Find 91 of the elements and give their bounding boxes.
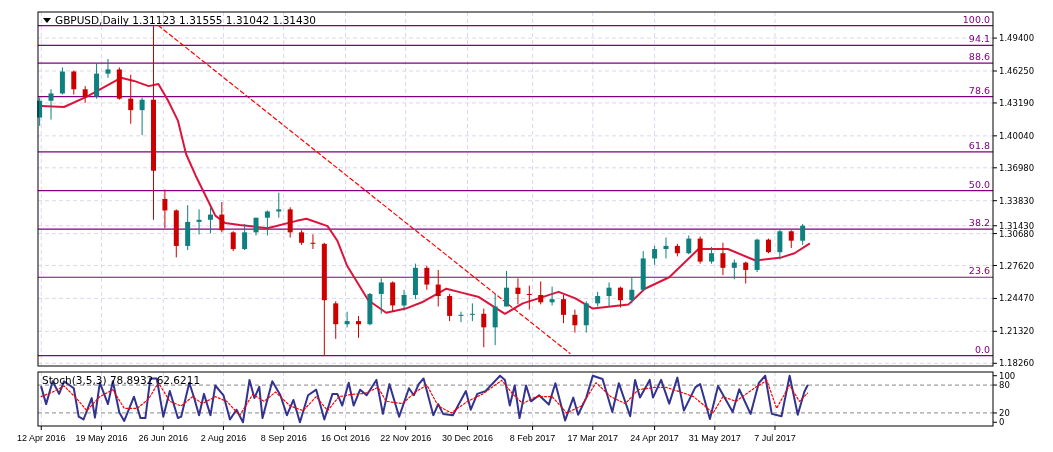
y-tick-label: 1.43190 xyxy=(999,97,1035,108)
x-tick-label: 2 Aug 2016 xyxy=(200,433,247,443)
candlestick xyxy=(617,286,623,309)
candlestick xyxy=(276,192,282,219)
candlestick xyxy=(128,74,134,125)
candlestick xyxy=(743,261,749,284)
candlestick xyxy=(435,269,441,307)
y-tick-label: 1.49400 xyxy=(999,33,1035,44)
annotation: 50.0 xyxy=(968,178,990,190)
candlestick xyxy=(549,286,555,306)
candlestick xyxy=(572,309,578,334)
candlestick xyxy=(481,308,487,348)
candlestick xyxy=(344,311,350,328)
candlestick xyxy=(515,277,521,305)
candlestick xyxy=(731,258,737,280)
candlestick xyxy=(697,236,703,265)
candlestick xyxy=(287,206,293,239)
candlestick xyxy=(207,206,213,234)
candlestick xyxy=(94,62,100,100)
candlestick xyxy=(333,300,339,340)
candlestick xyxy=(105,58,111,79)
y-tick-label: 80 xyxy=(999,380,1010,391)
y-tick-label: 1.30680 xyxy=(999,228,1035,239)
y-tick-label: 1.27620 xyxy=(999,260,1035,271)
candlestick xyxy=(583,300,589,334)
line-series xyxy=(40,374,809,424)
annotation: 38.2 xyxy=(968,217,990,229)
y-tick-label: 1.40040 xyxy=(999,130,1035,141)
candlestick xyxy=(356,315,361,339)
candlestick xyxy=(196,208,202,235)
x-tick-label: 19 May 2016 xyxy=(75,433,128,443)
x-tick-label: 12 Apr 2016 xyxy=(16,433,66,443)
candlestick xyxy=(48,88,54,121)
x-tick-label: 26 Jun 2016 xyxy=(138,433,189,443)
annotation: 100.0 xyxy=(962,13,990,25)
chart-title: Stoch(3,5,3) 78.8932 62.6211 xyxy=(42,374,201,386)
candlestick xyxy=(401,289,407,312)
annotation: 23.6 xyxy=(968,265,990,277)
candlestick xyxy=(162,189,168,229)
candlestick xyxy=(720,242,726,276)
candlestick xyxy=(378,277,384,315)
y-tick-label: 1.33830 xyxy=(999,195,1035,206)
y-tick-label: 0 xyxy=(999,417,1005,428)
x-tick-label: 17 Mar 2017 xyxy=(567,433,619,443)
annotation: 0.0 xyxy=(974,343,990,355)
candlestick xyxy=(219,201,225,233)
candlestick xyxy=(390,280,396,313)
y-tick-label: 1.24470 xyxy=(999,293,1035,304)
annotation: 94.1 xyxy=(968,33,990,45)
y-tick-label: 100 xyxy=(999,370,1016,381)
candlestick xyxy=(777,228,783,260)
x-tick-label: 16 Oct 2016 xyxy=(320,433,371,443)
annotation: 78.6 xyxy=(968,84,990,96)
x-tick-label: 30 Dec 2016 xyxy=(441,433,494,443)
candlestick xyxy=(242,223,248,251)
candlestick xyxy=(71,69,77,95)
candlestick xyxy=(310,233,316,250)
candlestick xyxy=(230,230,236,252)
x-tick-label: 7 Jul 2017 xyxy=(754,433,796,443)
x-tick-label: 22 Nov 2016 xyxy=(380,433,432,443)
candlestick xyxy=(504,270,510,307)
candlestick xyxy=(458,311,464,323)
candlestick xyxy=(629,276,635,304)
x-tick-label: 24 Apr 2017 xyxy=(630,433,679,443)
candlestick xyxy=(538,280,544,305)
candlestick xyxy=(59,66,65,95)
candlestick xyxy=(492,293,498,346)
x-tick-label: 8 Feb 2017 xyxy=(509,433,556,443)
candlestick xyxy=(800,223,806,246)
candlestick xyxy=(686,234,692,255)
x-tick-label: 8 Sep 2016 xyxy=(260,433,307,443)
candlestick xyxy=(424,265,430,291)
y-tick-label: 1.21320 xyxy=(999,326,1035,337)
y-tick-label: 20 xyxy=(999,407,1010,418)
candlestick xyxy=(264,209,270,236)
annotation: 61.8 xyxy=(968,139,990,151)
candlestick xyxy=(606,281,612,307)
candlestick xyxy=(447,293,453,322)
annotation: 88.6 xyxy=(968,51,990,63)
y-tick-label: 1.18260 xyxy=(999,358,1035,369)
candlestick xyxy=(469,302,475,322)
chart-title: GBPUSD,Daily 1.31123 1.31555 1.31042 1.31430 xyxy=(55,14,317,26)
x-tick-label: 31 May 2017 xyxy=(688,433,741,443)
candlestick xyxy=(652,245,658,266)
candlestick xyxy=(560,294,566,324)
candlestick xyxy=(663,237,669,259)
y-tick-label: 1.36980 xyxy=(999,162,1035,173)
candlestick xyxy=(139,97,145,136)
y-tick-label: 1.46250 xyxy=(999,65,1035,76)
candlestick xyxy=(526,285,532,311)
y-tick-label: 1.31430 xyxy=(999,220,1035,231)
